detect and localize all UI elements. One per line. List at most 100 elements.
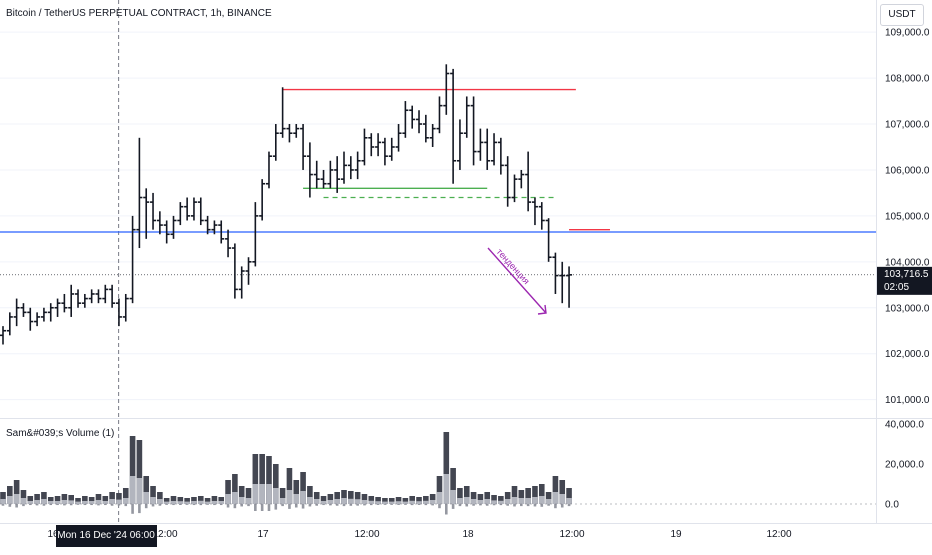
ohlc-bar: [504, 156, 511, 207]
ohlc-bar: [245, 257, 252, 285]
ohlc-bar: [88, 289, 95, 304]
volume-bar-inner: [75, 501, 81, 504]
volume-bar: [286, 468, 293, 504]
time-tick-label: 18: [462, 529, 474, 540]
volume-bar: [157, 492, 163, 504]
volume-bar: [109, 492, 115, 504]
ohlc-bar: [47, 303, 54, 322]
volume-bar-negative: [567, 504, 571, 507]
volume-bar-inner: [191, 501, 197, 504]
volume-bar-negative: [22, 504, 25, 507]
volume-bar: [504, 492, 511, 504]
volume-bar: [238, 486, 245, 504]
ohlc-bar: [150, 192, 157, 230]
volume-bar: [197, 496, 204, 504]
volume-bar-negative: [56, 504, 59, 506]
volume-tick-label: 20,000.0: [885, 460, 924, 471]
volume-bar: [423, 496, 429, 504]
trend-arrow[interactable]: [487, 247, 547, 314]
volume-bar-inner: [341, 498, 347, 504]
ohlc-bar: [531, 197, 538, 226]
volume-bar-negative: [15, 504, 18, 508]
price-tick-label: 104,000.0: [885, 257, 930, 268]
ohlc-bar: [6, 312, 13, 336]
volume-bar: [443, 432, 450, 504]
ohlc-bar: [334, 156, 341, 193]
last-price-badge: [877, 266, 932, 295]
ohlc-bar: [231, 243, 238, 299]
price-tick-label: 101,000.0: [885, 395, 930, 406]
ohlc-bar: [347, 156, 354, 180]
ohlc-bar: [40, 307, 47, 322]
volume-bar: [129, 436, 136, 504]
ohlc-bar: [13, 298, 20, 327]
volume-bar: [525, 488, 531, 504]
volume-bar-negative: [165, 504, 168, 505]
volume-bar: [116, 493, 122, 504]
volume-tick-label: 40,000.0: [885, 420, 924, 431]
volume-bar: [382, 498, 388, 504]
volume-bar-negative: [76, 504, 80, 505]
volume-bar-negative: [199, 504, 203, 506]
ohlc-bar: [293, 124, 300, 138]
volume-bar: [218, 497, 225, 504]
ohlc-bar: [368, 133, 375, 157]
volume-bar-inner: [41, 499, 47, 504]
currency-button[interactable]: USDT: [880, 4, 924, 26]
ohlc-bar: [81, 293, 88, 308]
volume-tick-label: 0.0: [885, 500, 899, 511]
volume-bar: [429, 494, 436, 504]
ohlc-bar: [190, 197, 197, 221]
volume-bar: [341, 490, 347, 504]
volume-bar-negative: [35, 504, 39, 506]
volume-bar-inner: [463, 497, 470, 504]
ohlc-bar: [395, 124, 402, 152]
volume-bar-inner: [102, 501, 109, 504]
volume-bar-negative: [97, 504, 100, 506]
ohlc-bar: [491, 133, 498, 166]
volume-bar: [388, 498, 395, 504]
volume-bar-inner: [538, 496, 545, 504]
price-tick-label: 105,000.0: [885, 211, 930, 222]
volume-bar-negative: [526, 504, 530, 507]
volume-bar-inner: [197, 500, 204, 504]
volume-bar-negative: [383, 504, 387, 505]
volume-bar-inner: [150, 497, 156, 504]
volume-bar-inner: [470, 499, 477, 504]
volume-bar-inner: [109, 499, 115, 504]
symbol-title[interactable]: Bitcoin / TetherUS PERPETUAL CONTRACT, 1…: [6, 8, 272, 19]
ohlc-bar: [218, 220, 225, 244]
volume-bar-negative: [465, 504, 469, 507]
volume-bar-negative: [356, 504, 359, 506]
crosshair-time-label: Mon 16 Dec '24 06:00: [57, 530, 155, 541]
volume-bar: [566, 488, 572, 504]
volume-bar-negative: [540, 504, 544, 507]
ohlc-bar: [286, 124, 293, 143]
ohlc-bar: [313, 160, 320, 189]
volume-bar-negative: [49, 504, 53, 506]
price-tick-label: 108,000.0: [885, 74, 930, 85]
volume-bar-inner: [252, 484, 259, 504]
volume-bar: [354, 492, 361, 504]
volume-bar-negative: [274, 504, 278, 510]
ohlc-bar: [306, 142, 313, 198]
volume-bar: [463, 486, 470, 504]
volume-bar-negative: [533, 504, 537, 507]
ohlc-bar: [115, 298, 122, 327]
volume-bar-inner: [7, 496, 13, 504]
last-price-label: 103,716.5: [884, 269, 929, 280]
volume-bar: [163, 498, 170, 504]
ohlc-bar: [388, 137, 395, 161]
volume-bar-negative: [554, 504, 557, 509]
ohlc-bar: [511, 174, 518, 203]
ohlc-bar: [184, 197, 191, 221]
ohlc-bar: [429, 124, 436, 147]
volume-bar: [532, 486, 538, 504]
ohlc-bar: [177, 202, 184, 226]
price-tick-label: 102,000.0: [885, 349, 930, 360]
volume-bar: [273, 464, 279, 504]
ohlc-bar: [456, 119, 463, 170]
volume-indicator-title[interactable]: Sam&#039;s Volume (1): [6, 428, 115, 439]
